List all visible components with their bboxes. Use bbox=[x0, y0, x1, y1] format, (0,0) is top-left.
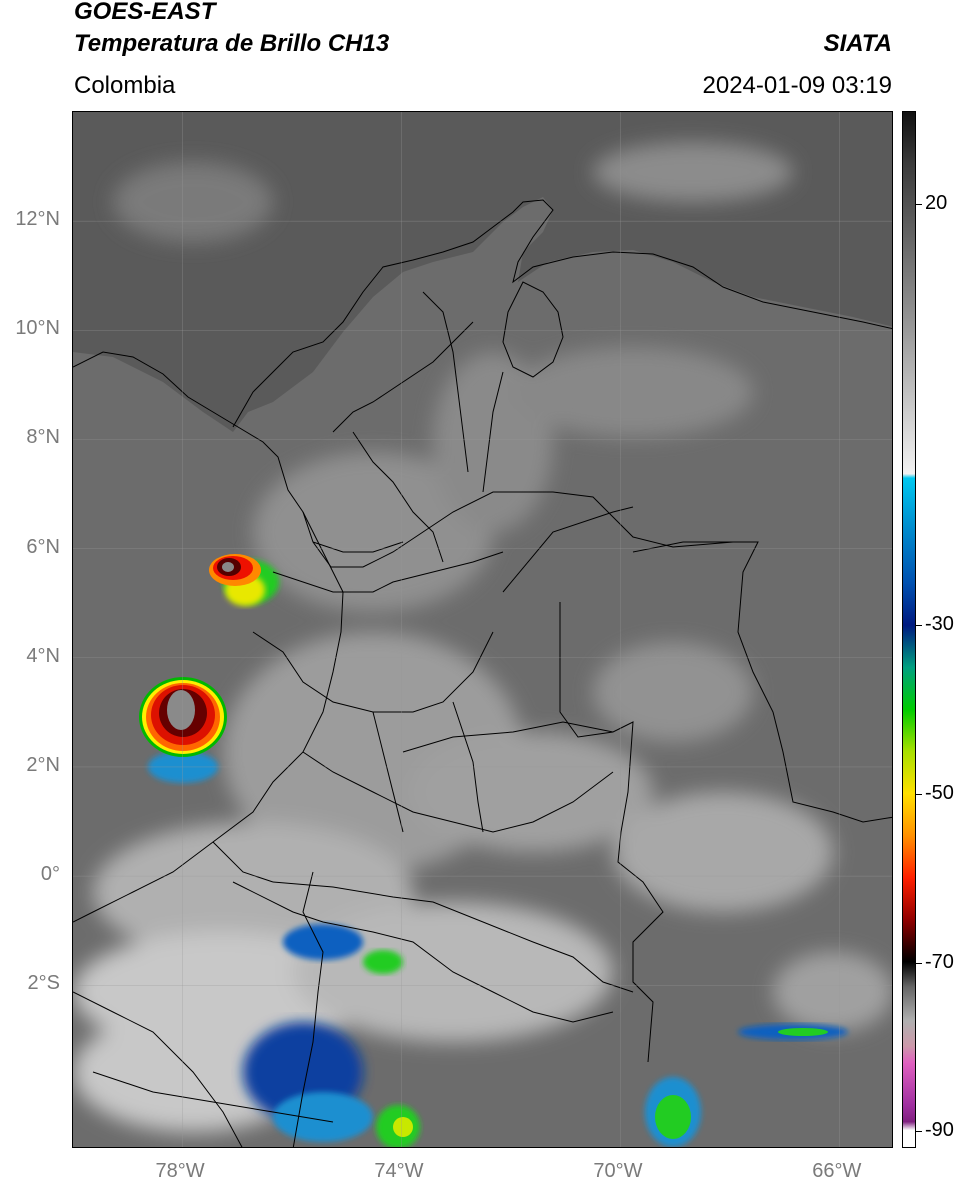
temperature-colorbar bbox=[902, 111, 916, 1148]
colorbar-tick-label: -30 bbox=[925, 613, 954, 636]
satellite-map bbox=[72, 111, 893, 1148]
longitude-tick-label: 74°W bbox=[374, 1160, 424, 1182]
colorbar-tick-mark bbox=[916, 625, 922, 627]
latitude-tick-label: 6°N bbox=[26, 535, 60, 558]
longitude-tick-label: 78°W bbox=[155, 1160, 205, 1182]
colorbar-tick-label: -70 bbox=[925, 950, 954, 973]
product-title: Temperatura de Brillo CH13 bbox=[74, 30, 390, 57]
longitude-tick-label: 70°W bbox=[593, 1160, 643, 1182]
cold-cloud-tops-southwest bbox=[243, 924, 420, 1147]
longitude-tick-label: 66°W bbox=[812, 1160, 862, 1182]
latitude-tick-label: 10°N bbox=[15, 317, 60, 340]
latitude-tick-label: 2°N bbox=[26, 753, 60, 776]
latitude-tick-label: 4°N bbox=[26, 644, 60, 667]
graticule bbox=[73, 112, 892, 1147]
latitude-tick-label: 2°S bbox=[27, 972, 60, 995]
colorbar-tick-mark bbox=[916, 962, 922, 964]
latitude-tick-label: 0° bbox=[40, 863, 60, 886]
borders bbox=[73, 199, 892, 1147]
colorbar-tick-label: -50 bbox=[925, 781, 954, 804]
colorbar-tick-label: -90 bbox=[925, 1119, 954, 1142]
latitude-tick-label: 8°N bbox=[26, 426, 60, 449]
cloud-field bbox=[73, 142, 892, 1132]
datetime-label: 2024-01-09 03:19 bbox=[702, 72, 893, 99]
convective-storm-north bbox=[209, 554, 279, 606]
agency-label: SIATA bbox=[823, 30, 892, 57]
satellite-title: GOES-EAST bbox=[74, 0, 216, 25]
region-label: Colombia bbox=[74, 72, 176, 99]
convective-storm-south bbox=[139, 677, 227, 783]
colorbar-tick-mark bbox=[916, 793, 922, 795]
colorbar-tick-mark bbox=[916, 203, 922, 205]
cold-cloud-tops-southeast bbox=[645, 1024, 848, 1147]
map-canvas bbox=[73, 112, 892, 1147]
colorbar-tick-mark bbox=[916, 1131, 922, 1133]
latitude-tick-label: 12°N bbox=[15, 208, 60, 231]
colorbar-tick-label: 20 bbox=[925, 191, 948, 214]
